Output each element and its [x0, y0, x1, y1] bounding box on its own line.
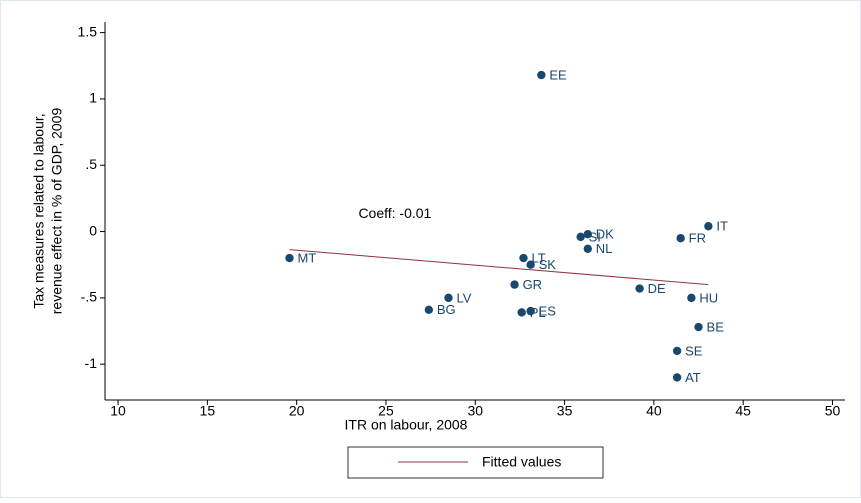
- point: [526, 306, 535, 316]
- y-tick-label: 0: [89, 222, 97, 238]
- x-axis-label: ITR on labour, 2008: [345, 417, 468, 433]
- point: [444, 293, 453, 303]
- y-tick-label: 1: [89, 90, 97, 106]
- point-label: EE: [549, 67, 567, 82]
- point: [424, 305, 434, 315]
- x-tick-label: 45: [735, 403, 751, 419]
- x-tick-label: 50: [825, 403, 841, 419]
- x-tick-label: 10: [110, 403, 126, 419]
- point-label: HU: [699, 290, 718, 305]
- point-label: SE: [685, 343, 703, 358]
- point: [672, 346, 682, 356]
- point: [694, 322, 703, 332]
- point: [635, 284, 644, 293]
- point-label: DK: [596, 227, 614, 242]
- y-tick-label: 1.5: [78, 23, 98, 39]
- x-tick-label: 20: [289, 403, 305, 419]
- point: [576, 232, 585, 242]
- point-label: BE: [707, 319, 725, 334]
- x-tick-label: 35: [557, 403, 573, 419]
- legend: [347, 446, 604, 479]
- point-label: MT: [298, 251, 317, 266]
- point: [519, 253, 528, 263]
- point: [537, 70, 546, 80]
- y-axis-label: revenue effect in % of GDP, 2009: [49, 108, 65, 315]
- point-label: IT: [716, 219, 728, 234]
- point: [583, 230, 592, 239]
- y-tick-label: .5: [85, 156, 97, 172]
- x-tick-label: 15: [200, 403, 216, 419]
- point: [517, 308, 526, 317]
- point-label: AT: [685, 370, 701, 385]
- x-tick-label: 25: [378, 403, 394, 419]
- x-tick-label: 40: [646, 403, 662, 419]
- point: [676, 233, 685, 243]
- point: [510, 280, 519, 289]
- point-label: GR: [523, 277, 543, 292]
- point-label: LT: [531, 251, 545, 266]
- point-label: BG: [437, 302, 456, 317]
- point-label: LV: [456, 290, 471, 305]
- point: [526, 260, 535, 269]
- fitted-line: [289, 249, 709, 286]
- point: [687, 293, 696, 303]
- point: [583, 244, 592, 253]
- point-label: DE: [648, 281, 666, 296]
- point: [672, 373, 682, 382]
- point-label: FR: [689, 231, 706, 246]
- point-label: NL: [596, 241, 613, 256]
- point: [704, 222, 713, 231]
- point-label: ES: [539, 304, 557, 319]
- point-label: SK: [539, 257, 557, 272]
- y-tick-label: -1: [85, 355, 98, 371]
- y-axis-label: Tax measures related to labour,: [31, 113, 47, 308]
- y-tick-label: -.5: [81, 289, 98, 305]
- annotation: Coeff: -0.01: [358, 205, 431, 221]
- x-tick-label: 30: [467, 403, 483, 419]
- point: [285, 253, 294, 263]
- legend-label: Fitted values: [482, 454, 561, 470]
